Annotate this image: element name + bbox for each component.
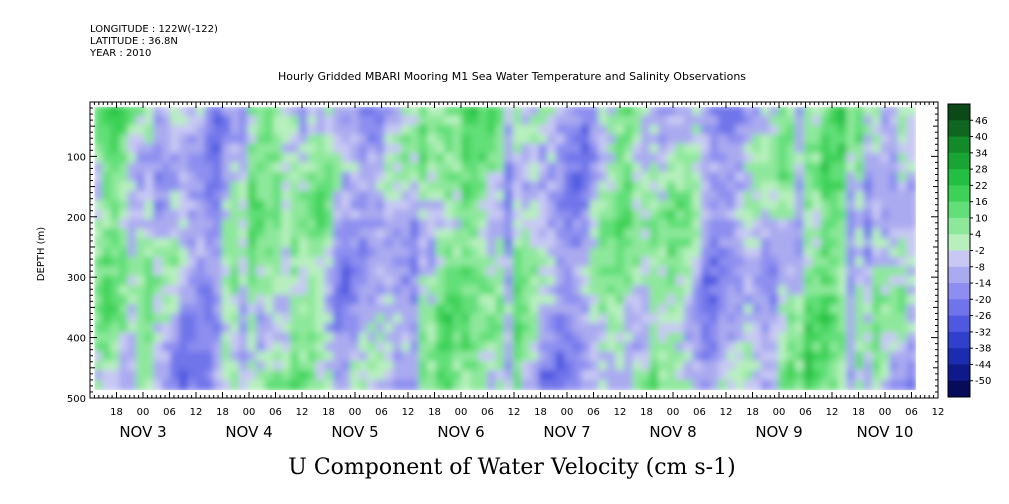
x-hour-tick-label: 00 [243, 407, 256, 418]
x-axis-title: U Component of Water Velocity (cm s-1) [288, 455, 735, 480]
colorbar-label: 40 [975, 132, 988, 143]
x-hour-tick-label: 18 [428, 407, 441, 418]
colorbar-label: -32 [975, 327, 991, 338]
x-hour-tick-label: 12 [720, 407, 733, 418]
x-hour-tick-label: 00 [879, 407, 892, 418]
x-hour-tick-label: 12 [296, 407, 309, 418]
longitude-label: LONGITUDE : 122W(-122) [90, 24, 218, 35]
colorbar-swatch [948, 364, 970, 382]
colorbar-swatch [948, 185, 970, 203]
colorbar-swatch [948, 201, 970, 219]
x-day-label: NOV 8 [649, 423, 696, 441]
x-hour-tick-label: 06 [799, 407, 812, 418]
x-day-label: NOV 4 [225, 423, 272, 441]
chart-title: Hourly Gridded MBARI Mooring M1 Sea Wate… [278, 70, 746, 83]
y-tick-label: 300 [67, 273, 86, 284]
x-hour-tick-label: 12 [402, 407, 415, 418]
year-label: YEAR : 2010 [90, 48, 152, 59]
x-day-label: NOV 9 [755, 423, 802, 441]
y-tick-label: 100 [67, 152, 86, 163]
colorbar-swatch [948, 283, 970, 300]
x-day-label: NOV 3 [119, 423, 166, 441]
x-hour-tick-label: 18 [640, 407, 653, 418]
colorbar-swatch [948, 234, 970, 251]
colorbar-swatch [948, 120, 970, 138]
x-hour-tick-label: 06 [693, 407, 706, 418]
x-hour-tick-label: 00 [561, 407, 574, 418]
x-day-label: NOV 5 [331, 423, 378, 441]
colorbar-label: 28 [975, 165, 988, 176]
colorbar-swatch [948, 380, 970, 398]
latitude-label: LATITUDE : 36.8N [90, 36, 178, 47]
colorbar-swatch [948, 331, 970, 349]
x-hour-tick-label: 12 [614, 407, 627, 418]
x-hour-tick-label: 06 [269, 407, 282, 418]
heatmap-field [94, 106, 916, 391]
y-tick-label: 500 [67, 394, 86, 405]
x-hour-tick-label: 00 [667, 407, 680, 418]
x-hour-tick-label: 00 [137, 407, 150, 418]
x-hour-tick-label: 06 [905, 407, 918, 418]
colorbar-label: -38 [975, 344, 991, 355]
y-tick-label: 400 [67, 334, 86, 345]
x-day-label: NOV 10 [857, 423, 914, 441]
colorbar-label: -14 [975, 279, 991, 290]
x-hour-tick-label: 06 [587, 407, 600, 418]
x-hour-tick-label: 00 [349, 407, 362, 418]
colorbar-label: -2 [975, 246, 985, 257]
y-tick-label: 200 [67, 213, 86, 224]
colorbar-label: -8 [975, 262, 985, 273]
x-day-label: NOV 7 [543, 423, 590, 441]
x-hour-tick-label: 18 [110, 407, 123, 418]
colorbar: 46 40 34 28 22 16 10 4 -2 -8 -14 -20 -26 -32 -38 -44 -50 [947, 103, 991, 398]
colorbar-swatch [948, 169, 970, 186]
x-hour-tick-label: 18 [322, 407, 335, 418]
x-hour-tick-label: 00 [773, 407, 786, 418]
colorbar-swatch [948, 266, 970, 284]
colorbar-label: 46 [975, 116, 988, 127]
colorbar-swatch [948, 250, 970, 268]
colorbar-label: 4 [975, 230, 981, 241]
x-hour-tick-label: 06 [375, 407, 388, 418]
colorbar-swatch [948, 299, 970, 317]
x-axis: 18 00 06 12 18 00 06 12 18 00 06 12 18 00 06 12 18 00 06 12… [89, 102, 945, 441]
y-axis: 100 200 300 400 500 [67, 107, 938, 405]
x-hour-tick-label: 18 [216, 407, 229, 418]
colorbar-swatch [948, 104, 970, 121]
x-hour-tick-label: 06 [163, 407, 176, 418]
y-axis-label: DEPTH (m) [36, 227, 47, 281]
colorbar-swatch [948, 217, 970, 235]
x-hour-tick-label: 06 [481, 407, 494, 418]
x-hour-tick-label: 12 [508, 407, 521, 418]
x-hour-tick-label: 00 [455, 407, 468, 418]
colorbar-label: 34 [975, 148, 988, 159]
x-hour-tick-label: 12 [190, 407, 203, 418]
colorbar-swatch [948, 315, 970, 333]
x-day-label: NOV 6 [437, 423, 484, 441]
colorbar-label: 10 [975, 213, 988, 224]
x-hour-tick-label: 12 [826, 407, 839, 418]
x-hour-tick-label: 18 [852, 407, 865, 418]
colorbar-label: -44 [975, 360, 991, 371]
colorbar-label: -26 [975, 311, 991, 322]
colorbar-swatch [948, 152, 970, 170]
x-hour-tick-label: 18 [534, 407, 547, 418]
x-hour-tick-label: 18 [746, 407, 759, 418]
colorbar-swatch [948, 136, 970, 154]
colorbar-label: 22 [975, 181, 988, 192]
colorbar-swatch [948, 348, 970, 365]
x-hour-tick-label: 12 [932, 407, 945, 418]
colorbar-label: 16 [975, 197, 988, 208]
colorbar-label: -20 [975, 295, 991, 306]
colorbar-label: -50 [975, 376, 991, 387]
